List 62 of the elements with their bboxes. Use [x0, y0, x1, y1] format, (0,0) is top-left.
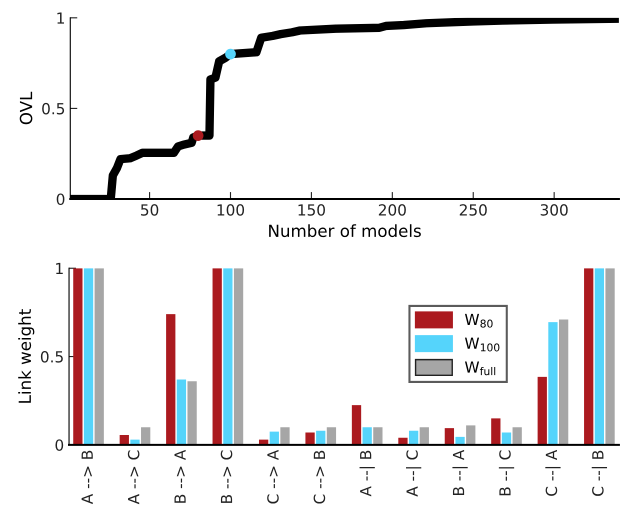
x-tick-label: C --| B	[592, 450, 608, 496]
x-tick-label: 250	[460, 204, 487, 216]
x-tick-label: A --| B	[360, 450, 375, 496]
x-tick-label: 150	[298, 204, 325, 216]
x-tick-label: 50	[141, 204, 158, 216]
bar	[538, 376, 547, 445]
bar	[187, 381, 197, 445]
bar	[408, 430, 418, 445]
y-axis-title: OVL	[20, 92, 32, 124]
bar	[305, 432, 315, 445]
bar	[594, 268, 604, 445]
bar	[94, 268, 104, 445]
x-tick-label: B --> C	[220, 450, 232, 503]
bar	[491, 418, 500, 445]
bar	[280, 427, 290, 445]
bar	[212, 268, 222, 445]
bar	[584, 268, 594, 445]
bar	[605, 268, 615, 445]
bar	[73, 268, 83, 445]
bar	[326, 427, 336, 445]
x-tick-label: 100	[218, 204, 244, 216]
y-tick-label: 0.5	[40, 351, 63, 363]
x-tick-label: A --| C	[406, 450, 422, 497]
bar	[84, 268, 94, 445]
bar	[548, 322, 558, 445]
x-tick-label: B --| C	[498, 450, 514, 496]
bar	[362, 427, 372, 445]
bar	[512, 427, 522, 445]
bar	[166, 314, 176, 445]
bar	[176, 380, 186, 445]
y-tick-label: 1	[56, 262, 63, 274]
x-tick-label: C --> A	[267, 450, 279, 504]
bar	[120, 434, 129, 445]
x-tick-label: C --> B	[314, 450, 326, 504]
y-tick-label: 0	[55, 439, 64, 451]
bar	[316, 430, 326, 445]
bar	[352, 405, 362, 445]
x-axis-title: Number of models	[269, 224, 421, 238]
bar	[223, 268, 233, 445]
bar	[466, 425, 476, 445]
bar	[141, 427, 150, 445]
legend-label: W$_{full}$	[464, 361, 496, 376]
y-tick-label: 0	[56, 193, 64, 206]
x-tick-label: B --> A	[174, 450, 186, 503]
bar	[234, 268, 244, 445]
y-tick-label: 0.5	[42, 102, 64, 114]
legend-label: W$_{80}$	[464, 314, 493, 328]
bar	[558, 319, 568, 445]
bar	[373, 427, 383, 445]
x-tick-label: B --| A	[452, 450, 468, 496]
bar	[420, 427, 429, 445]
x-tick-label: A --> C	[128, 450, 140, 504]
bar	[444, 428, 454, 445]
x-tick-label: A --> B	[82, 450, 93, 504]
y-tick-label: 1	[57, 12, 64, 24]
x-tick-label: C --| A	[545, 450, 561, 496]
x-tick-label: 300	[540, 204, 568, 216]
bar	[502, 432, 512, 445]
bar	[270, 432, 279, 445]
y-axis-title: Link weight	[18, 309, 34, 403]
legend-label: W$_{100}$	[464, 338, 500, 352]
x-tick-label: 200	[378, 204, 406, 216]
